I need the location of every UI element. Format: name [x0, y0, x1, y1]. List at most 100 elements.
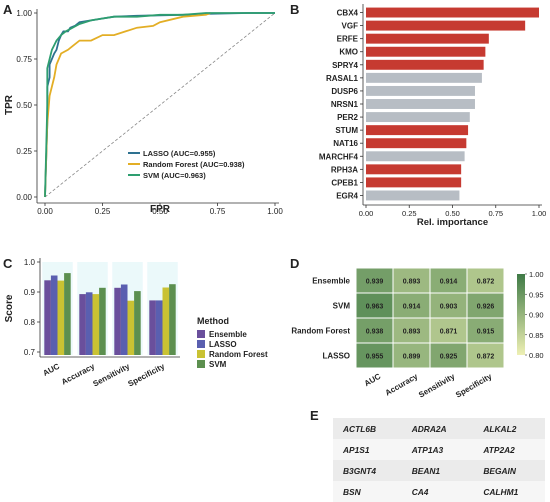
- panel-a-y-tick-label: 0.25: [16, 147, 32, 156]
- gene-table-cell: CALHM1: [473, 481, 545, 502]
- panel-d-column-label: AUC: [363, 372, 383, 389]
- gene-table-row: ACTL6B ADRA2A ALKAL2: [333, 418, 545, 439]
- gene-table-cell: ATP2A2: [473, 439, 545, 460]
- gene-table: ACTL6B ADRA2A ALKAL2 AP1S1 ATP1A3 ATP2A2 B3GNT…: [333, 418, 545, 502]
- panel-d-column-label: Specificity: [454, 372, 494, 400]
- panel-d-cell-value: 0.939: [366, 279, 384, 286]
- gene-table-cell: ADRA2A: [401, 418, 474, 439]
- panel-d-cell: [466, 267, 505, 294]
- panel-b-gene-label: STUM: [335, 126, 358, 135]
- panel-b-gene-label: CPEB1: [331, 178, 358, 187]
- panel-a-x-tick-label: 0.75: [210, 207, 226, 216]
- panel-b-gene-label: CBX4: [337, 9, 359, 18]
- panel-c-y-tick-label: 0.7: [24, 348, 36, 357]
- panel-b-gene-label: MARCHF4: [319, 152, 359, 161]
- panel-d-colorbar-label: 0.85: [529, 331, 544, 340]
- panel-a-legend-label: Random Forest (AUC=0.938): [143, 160, 245, 169]
- panel-b-gene-label: NAT16: [333, 139, 358, 148]
- panel-c-x-tick-label: AUC: [42, 362, 62, 378]
- panel-b-bar: [366, 151, 465, 162]
- panel-d-column-label: Sensitivity: [417, 372, 457, 400]
- panel-c-x-tick-label: Specificity: [127, 361, 167, 388]
- panel-d-colorbar-label: 0.80: [529, 351, 544, 360]
- panel-d-cell: [392, 267, 431, 294]
- panel-b-bar: [366, 46, 486, 57]
- panel-d-cell-value: 0.893: [403, 279, 421, 286]
- panel-a-y-label: TPR: [4, 94, 15, 115]
- panel-d-row-label: LASSO: [322, 352, 350, 361]
- panel-c-y-tick-label: 1.0: [24, 258, 36, 267]
- panel-c-bar: [57, 280, 65, 355]
- panel-d-cell-value: 0.963: [366, 304, 384, 311]
- gene-table-cell: ATP1A3: [401, 439, 474, 460]
- panel-e-letter: E: [310, 408, 319, 423]
- panel-d-cell: [355, 317, 394, 344]
- gene-table-cell: CA4: [401, 481, 474, 502]
- panel-c-x-tick-label: Accuracy: [60, 362, 97, 387]
- panel-a-x-label: FPR: [150, 204, 171, 215]
- gene-table-row: BSN CA4 CALHM1: [333, 481, 545, 502]
- panel-d-cell-value: 0.899: [403, 354, 421, 361]
- gene-table-cell: BSN: [333, 481, 402, 502]
- panel-b-bar: [366, 164, 462, 175]
- panel-b-bar: [366, 85, 475, 96]
- panel-b-x-tick-label: 0.50: [445, 209, 460, 218]
- panel-c-legend-label: SVM: [209, 360, 227, 369]
- panel-d-row-label: Random Forest: [291, 327, 350, 336]
- panel-a-legend-label: LASSO (AUC=0.955): [143, 149, 216, 158]
- panel-b-gene-label: EGR4: [336, 191, 358, 200]
- panel-d-cell-value: 0.893: [403, 329, 421, 336]
- panel-c-letter: C: [3, 256, 13, 271]
- panel-b-gene-label: PER2: [337, 113, 358, 122]
- panel-d-cell-value: 0.914: [440, 279, 458, 286]
- gene-table-cell: AP1S1: [333, 439, 402, 460]
- panel-b-letter: B: [290, 2, 299, 17]
- panel-c-legend-key: [197, 340, 205, 348]
- panel-c-legend-key: [197, 350, 205, 358]
- panel-a-y-tick-label: 0.50: [16, 101, 32, 110]
- panel-b-gene-label: DUSP6: [331, 87, 358, 96]
- panel-d-row-label: Ensemble: [312, 277, 350, 286]
- panel-b-bar: [366, 125, 469, 136]
- panel-c-bar: [155, 300, 163, 355]
- panel-b-x-tick-label: 1.00: [532, 209, 547, 218]
- panel-b-gene-label: ERFE: [337, 35, 359, 44]
- panel-c-bar: [134, 291, 141, 355]
- panel-c-bar: [99, 287, 106, 355]
- panel-d-row-label: SVM: [333, 302, 351, 311]
- panel-c-legend-label: LASSO: [209, 340, 237, 349]
- panel-c-bar: [162, 287, 170, 355]
- panel-c-bar: [120, 284, 128, 355]
- gene-table-cell: BEAN1: [401, 460, 474, 481]
- panel-a-y-tick-label: 1.00: [16, 9, 32, 18]
- panel-d-colorbar-label: 1.00: [529, 270, 544, 279]
- panel-a-diagonal: [44, 12, 276, 198]
- panel-d-cell: [429, 292, 468, 319]
- panel-d-colorbar-label: 0.95: [529, 290, 544, 299]
- gene-table-cell: ALKAL2: [473, 418, 545, 439]
- panel-c-bar: [169, 284, 176, 355]
- panel-c-bar: [44, 280, 51, 355]
- panel-c-bar: [85, 292, 93, 355]
- panel-a-letter: A: [3, 2, 13, 17]
- panel-c-bar: [127, 300, 135, 355]
- panel-d-cell: [429, 342, 468, 369]
- panel-b-bar: [366, 190, 460, 201]
- panel-b-x-tick-label: 0.25: [402, 209, 417, 218]
- panel-b-bar: [366, 112, 470, 123]
- gene-table-cell: ACTL6B: [333, 418, 402, 439]
- panel-a-legend-label: SVM (AUC=0.963): [143, 171, 206, 180]
- panel-b-gene-label: VGF: [342, 22, 359, 31]
- panel-c-legend-key: [197, 360, 205, 368]
- panel-d-cell: [466, 342, 505, 369]
- panel-c-y-tick-label: 0.9: [24, 288, 36, 297]
- panel-d-letter: D: [290, 256, 299, 271]
- panel-c-bar: [79, 294, 86, 355]
- panel-c-legend-title: Method: [197, 316, 229, 326]
- panel-b-x-label: Rel. importance: [417, 217, 488, 228]
- gene-table-cell: BEGAIN: [473, 460, 545, 481]
- panel-b-gene-label: SPRY4: [332, 61, 358, 70]
- panel-b-x-tick-label: 0.00: [359, 209, 374, 218]
- panel-c-bar: [92, 294, 100, 355]
